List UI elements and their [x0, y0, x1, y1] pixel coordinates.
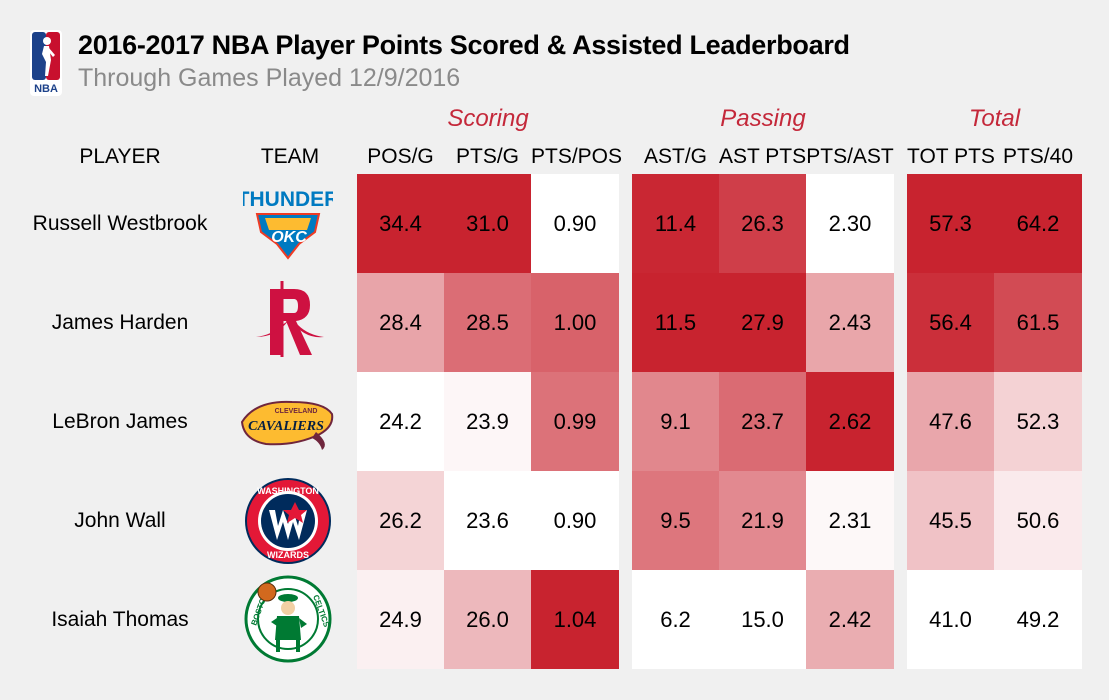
cell-pts-g: 26.0 — [444, 570, 531, 669]
cell-pts-g: 31.0 — [444, 174, 531, 273]
player-name: James Harden — [51, 310, 189, 334]
wizards-logo-icon: WASHINGTON WIZARDS — [245, 478, 331, 564]
cell-pts-ast: 2.42 — [806, 570, 894, 669]
cell-ast-g: 9.5 — [632, 471, 719, 570]
cell-pts-40: 64.2 — [994, 174, 1082, 273]
rockets-logo-icon — [256, 281, 324, 357]
cell-tot-pts: 45.5 — [907, 471, 994, 570]
cell-pos-g: 24.9 — [357, 570, 444, 669]
cavaliers-logo-icon: CLEVELAND CAVALIERS — [240, 400, 334, 450]
cell-ast-g: 11.5 — [632, 273, 719, 372]
cell-ast-pts: 27.9 — [719, 273, 806, 372]
cell-ast-pts: 26.3 — [719, 174, 806, 273]
cell-pts-pos: 0.90 — [531, 471, 619, 570]
nba-logo-icon: NBA — [30, 30, 62, 96]
cell-ast-pts: 15.0 — [719, 570, 806, 669]
cell-tot-pts: 57.3 — [907, 174, 994, 273]
cell-ast-g: 6.2 — [632, 570, 719, 669]
cell-tot-pts: 41.0 — [907, 570, 994, 669]
cell-pts-40: 52.3 — [994, 372, 1082, 471]
cell-pos-g: 28.4 — [357, 273, 444, 372]
cell-pts-ast: 2.31 — [806, 471, 894, 570]
nba-logo-text: NBA — [34, 83, 58, 95]
cell-pos-g: 34.4 — [357, 174, 444, 273]
thunder-logo-icon: THUNDER OKC — [243, 188, 333, 260]
cell-ast-pts: 23.7 — [719, 372, 806, 471]
cell-pts-g: 28.5 — [444, 273, 531, 372]
wizards-logo-bottom-text: WIZARDS — [267, 550, 309, 560]
cavaliers-logo-top-text: CLEVELAND — [275, 408, 318, 415]
thunder-logo-text: THUNDER — [243, 188, 333, 211]
cell-pts-ast: 2.30 — [806, 174, 894, 273]
group-label-scoring: Scoring — [447, 105, 529, 132]
cavaliers-logo-text: CAVALIERS — [248, 419, 324, 434]
celtics-logo-icon: BOSTON CELTICS — [244, 575, 332, 663]
column-header-pts-pos: PTS/POS — [531, 145, 623, 168]
player-name: LeBron James — [52, 409, 188, 433]
cell-pts-ast: 2.62 — [806, 372, 894, 471]
cell-pos-g: 26.2 — [357, 471, 444, 570]
column-header-pos-g: POS/G — [367, 145, 434, 168]
group-label-passing: Passing — [720, 105, 806, 132]
cell-pts-g: 23.6 — [444, 471, 531, 570]
cell-pos-g: 24.2 — [357, 372, 444, 471]
column-header-pts-g: PTS/G — [455, 145, 519, 168]
cell-tot-pts: 56.4 — [907, 273, 994, 372]
cell-pts-pos: 0.90 — [531, 174, 619, 273]
cell-pts-pos: 0.99 — [531, 372, 619, 471]
column-header-ast-g: AST/G — [643, 145, 707, 168]
wizards-logo-top-text: WASHINGTON — [257, 486, 319, 496]
page-title: 2016-2017 NBA Player Points Scored & Ass… — [78, 30, 850, 60]
cell-pts-40: 61.5 — [994, 273, 1082, 372]
cell-pts-g: 23.9 — [444, 372, 531, 471]
column-header-pts-ast: PTS/AST — [806, 145, 894, 168]
cell-pts-pos: 1.04 — [531, 570, 619, 669]
okc-logo-text: OKC — [271, 229, 307, 246]
cell-ast-g: 9.1 — [632, 372, 719, 471]
cell-pts-ast: 2.43 — [806, 273, 894, 372]
column-header-ast-pts: AST PTS — [719, 145, 807, 168]
cell-pts-40: 49.2 — [994, 570, 1082, 669]
column-header-team: TEAM — [260, 145, 320, 168]
cell-pts-40: 50.6 — [994, 471, 1082, 570]
player-name: Isaiah Thomas — [51, 607, 189, 631]
column-header-player: PLAYER — [79, 145, 161, 168]
player-name: John Wall — [74, 508, 166, 532]
cell-ast-g: 11.4 — [632, 174, 719, 273]
cell-pts-pos: 1.00 — [531, 273, 619, 372]
group-label-total: Total — [968, 105, 1021, 132]
cell-tot-pts: 47.6 — [907, 372, 994, 471]
player-name: Russell Westbrook — [32, 211, 208, 235]
cell-ast-pts: 21.9 — [719, 471, 806, 570]
page-subtitle: Through Games Played 12/9/2016 — [78, 64, 461, 92]
column-header-tot-pts: TOT PTS — [907, 145, 995, 168]
column-header-pts-40: PTS/40 — [1002, 145, 1074, 168]
